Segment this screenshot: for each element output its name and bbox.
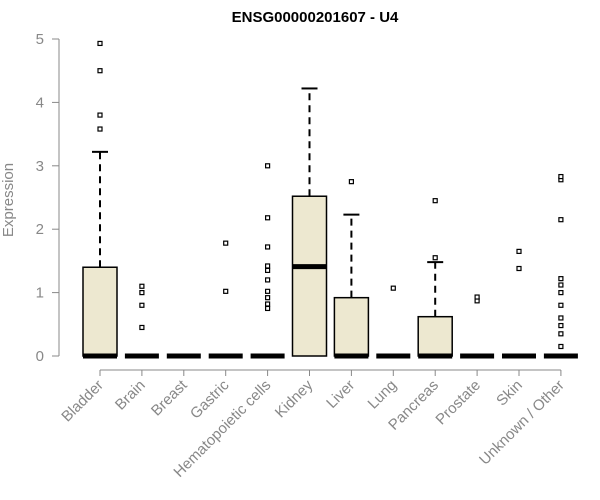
outlier-point [516, 265, 522, 272]
outlier-point [265, 301, 271, 307]
y-axis: 0 1 2 3 4 5 [36, 31, 60, 365]
outlier-point [139, 283, 145, 289]
box-group [250, 163, 285, 359]
outlier-point [265, 263, 271, 269]
x-tick-label: Brain [112, 377, 149, 414]
box-group [543, 173, 578, 359]
outlier-point [97, 40, 103, 47]
outlier-point [265, 215, 271, 221]
outlier-point [223, 240, 229, 246]
outlier-point [558, 276, 564, 282]
box-group [502, 248, 536, 359]
y-tick-label: 3 [36, 158, 44, 175]
box-group [291, 87, 328, 357]
x-tick-label: Breast [148, 376, 191, 419]
outlier-point [558, 302, 564, 308]
box-iqr [291, 195, 328, 357]
outlier-point [97, 126, 103, 132]
x-tick-label: Kidney [272, 376, 317, 421]
outlier-point [558, 331, 564, 337]
outlier-point [390, 285, 396, 291]
y-tick-label: 2 [36, 221, 44, 238]
outlier-point [97, 112, 103, 118]
box-iqr [333, 296, 370, 357]
outlier-point [516, 248, 522, 254]
x-tick-label: Skin [493, 377, 526, 410]
x-tick-label: Bladder [58, 377, 107, 426]
outlier-point [558, 173, 564, 180]
outlier-point [265, 277, 271, 283]
box-group [124, 283, 159, 359]
x-tick-label: Prostate [432, 377, 484, 429]
outlier-point [139, 290, 145, 296]
outlier-point [265, 267, 271, 274]
box-group [460, 294, 495, 359]
y-tick-label: 1 [36, 285, 44, 302]
outlier-point [265, 295, 271, 301]
box-group [333, 179, 370, 359]
x-tick-label: Liver [323, 377, 358, 412]
plot-area [82, 40, 578, 359]
outlier-point [97, 68, 103, 74]
box-group [208, 240, 243, 359]
outlier-point [265, 288, 271, 294]
x-tick-label: Lung [365, 377, 401, 413]
outlier-point [558, 282, 564, 288]
outlier-point [558, 322, 564, 329]
outlier-point [558, 343, 564, 350]
outlier-point [265, 305, 271, 312]
y-tick-label: 0 [36, 348, 44, 365]
y-tick-label: 5 [36, 31, 44, 48]
outlier-point [223, 288, 229, 294]
box-iqr [417, 315, 453, 357]
y-tick-label: 4 [36, 94, 44, 111]
outlier-point [474, 294, 480, 300]
box-group [82, 40, 118, 359]
outlier-point [139, 324, 145, 331]
outlier-point [265, 244, 271, 250]
outlier-point [432, 198, 438, 204]
box-iqr [82, 266, 118, 357]
outlier-point [265, 163, 271, 169]
outlier-point [558, 315, 564, 321]
outlier-point [139, 302, 145, 308]
outlier-point [558, 217, 564, 223]
outlier-point [348, 179, 354, 185]
box-group [417, 198, 453, 359]
box-group [376, 285, 411, 359]
chart-title: ENSG00000201607 - U4 [232, 9, 399, 26]
outlier-point [432, 255, 438, 261]
y-axis-label: Expression [0, 163, 17, 237]
outlier-point [558, 290, 564, 296]
